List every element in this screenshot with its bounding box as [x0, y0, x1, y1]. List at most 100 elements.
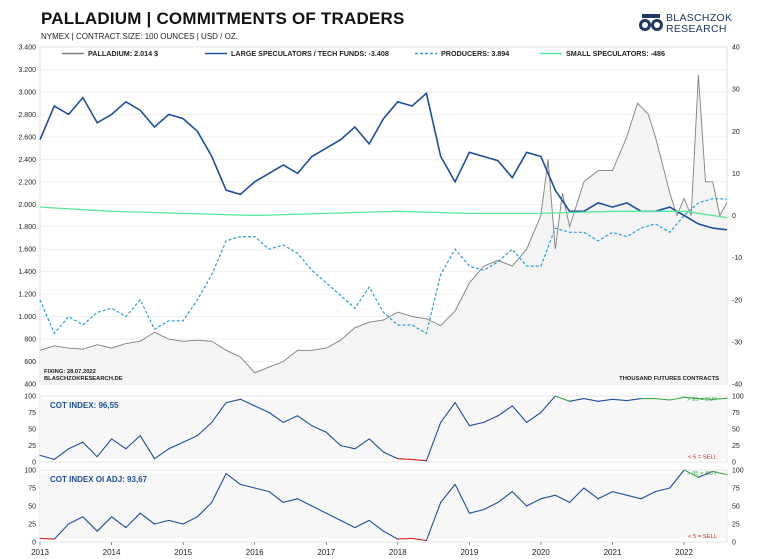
- cot-index-segment: [68, 441, 84, 450]
- cot-index-segment: [511, 405, 528, 423]
- cot-index-segment: [425, 501, 442, 542]
- cot-index-segment: [382, 530, 399, 540]
- left-tick-label: 2.000: [18, 202, 36, 209]
- cot-index-segment: [454, 483, 470, 514]
- cot-index-segment: [268, 411, 284, 423]
- cot-index-segment: [697, 470, 714, 478]
- cot-index-segment: [239, 483, 256, 489]
- legend-label-producers: PRODUCERS: 3.894: [441, 49, 509, 58]
- left-tick-label: 800: [24, 337, 36, 344]
- cot-index-segment: [340, 444, 356, 450]
- cot-right-tick-label: 0: [732, 540, 736, 547]
- left-tick-label: 1.800: [18, 224, 36, 231]
- small-spec-series-line: [39, 206, 728, 219]
- cot-index-segment: [153, 448, 170, 460]
- cot-index-segment: [182, 435, 198, 443]
- cot-index-segment: [196, 501, 213, 518]
- cot-index-segment: [526, 498, 542, 507]
- cot-index-segment: [526, 411, 542, 423]
- cot-index-segment: [139, 512, 156, 525]
- cot-neutral-band: [40, 473, 727, 539]
- logo-text-line-2: RESEARCH: [666, 23, 727, 35]
- logo-mark-icon: [639, 14, 663, 31]
- cot-index-segment: [583, 487, 599, 500]
- cot-index-segment: [569, 487, 585, 503]
- cot-index-segment: [196, 421, 213, 437]
- cot-left-tick-label: 50: [28, 427, 36, 434]
- cot-right-tick-label: 75: [732, 486, 740, 493]
- cot-index-segment: [139, 435, 156, 460]
- cot-index-segment: [397, 458, 413, 460]
- x-tick-label: 2021: [604, 548, 622, 557]
- cot-index-segment: [225, 398, 241, 404]
- x-tick-label: 2018: [389, 548, 407, 557]
- cot-index-segment: [168, 519, 184, 525]
- cot-index-segment: [712, 397, 728, 400]
- right-tick-label: 30: [732, 87, 740, 94]
- cot-right-tick-label: 0: [732, 460, 736, 467]
- cot-index-segment: [554, 395, 571, 402]
- left-tick-label: 2.800: [18, 112, 36, 119]
- left-tick-label: 1.400: [18, 269, 36, 276]
- legend-label-small-spec: SMALL SPECULATORS: -486: [566, 49, 665, 58]
- cot-index-segment: [268, 491, 284, 503]
- cot-left-tick-label: 100: [24, 468, 36, 475]
- cot-right-tick-label: 25: [732, 522, 740, 529]
- cot-index-segment: [626, 398, 642, 402]
- cot-index-segment: [411, 458, 427, 462]
- sell-threshold-label: < 5 = SELL: [688, 454, 718, 460]
- cot-left-tick-label: 75: [28, 486, 36, 493]
- cot-index-segment: [39, 537, 55, 540]
- cot-index-segment: [411, 537, 427, 542]
- legend-label-price: PALLADIUM: 2.014 $: [88, 49, 158, 58]
- producers-series-line: [39, 197, 728, 335]
- cot-index-segment: [468, 509, 485, 514]
- cot-index-segment: [53, 523, 70, 540]
- cot-index-segment: [168, 441, 184, 450]
- buy-threshold-label: > 95 = BUY: [687, 471, 717, 477]
- cot-index-segment: [468, 421, 485, 427]
- x-tick-label: 2022: [675, 548, 693, 557]
- brand-logo: BLASCHZOK RESEARCH: [638, 11, 762, 37]
- left-tick-label: 1.200: [18, 292, 36, 299]
- cot-left-tick-label: 0: [32, 460, 36, 467]
- cot-index-segment: [111, 438, 127, 450]
- right-tick-label: 10: [732, 171, 740, 178]
- cot-index-segment: [125, 512, 141, 529]
- cot-index-segment: [683, 396, 699, 400]
- right-tick-label: -40: [732, 382, 742, 389]
- cot-index-segment: [583, 398, 599, 402]
- source-note: BLASCHZOKRESEARCH.DE: [44, 376, 123, 382]
- cot-index-segment: [483, 415, 499, 423]
- cot-index-segment: [597, 491, 614, 500]
- sell-threshold-label: < 5 = SELL: [688, 534, 718, 540]
- cot-index-segment: [368, 519, 385, 532]
- cot-right-tick-label: 100: [732, 394, 744, 401]
- cot-index-segment: [354, 519, 370, 529]
- cot-left-tick-label: 50: [28, 504, 36, 511]
- left-tick-label: 400: [24, 382, 36, 389]
- fixing-note: FIXING: 28.07.2022: [44, 369, 96, 375]
- cot-index-segment: [569, 398, 585, 402]
- large-spec-series-line: [39, 91, 728, 231]
- x-tick-label: 2020: [532, 548, 550, 557]
- x-tick-label: 2017: [317, 548, 335, 557]
- right-tick-label: 20: [732, 129, 740, 136]
- x-tick-label: 2014: [103, 548, 121, 557]
- cot-index-segment: [96, 516, 113, 532]
- cot-panel-title: COT INDEX OI ADJ: 93,67: [50, 475, 148, 484]
- cot-index-segment: [654, 487, 671, 493]
- cot-index-segment: [225, 473, 241, 485]
- cot-index-segment: [340, 519, 356, 529]
- right-tick-label: -20: [732, 297, 742, 304]
- right-tick-label: 0: [732, 213, 736, 220]
- x-tick-label: 2015: [174, 548, 192, 557]
- cot-index-segment: [425, 421, 442, 462]
- cot-index-segment: [640, 491, 656, 500]
- cot-index-segment: [511, 491, 528, 507]
- right-tick-label: -10: [732, 255, 742, 262]
- cot-index-segment: [540, 395, 556, 414]
- cot-index-segment: [354, 438, 370, 450]
- cot-index-segment: [454, 402, 470, 427]
